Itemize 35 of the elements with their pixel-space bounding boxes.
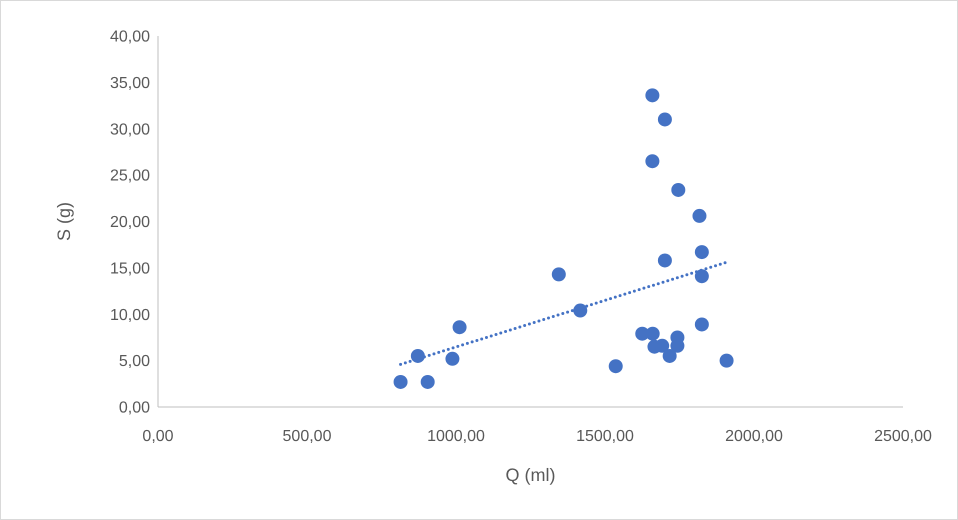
point [645, 154, 660, 168]
y-tick-label: 40,00 [110, 28, 150, 46]
y-tick-label: 30,00 [110, 121, 150, 138]
x-axis-title: Q (ml) [506, 465, 556, 485]
y-tick-label: 25,00 [110, 168, 150, 185]
x-tick-label: 2000,00 [725, 428, 784, 445]
x-tick-label: 0,00 [142, 428, 174, 445]
y-axis-title: S (g) [54, 202, 74, 242]
point [452, 320, 467, 334]
y-tick-label: 20,00 [110, 214, 150, 232]
point [658, 253, 672, 268]
x-tick-label: 1500,00 [576, 428, 634, 445]
y-tick-label: 15,00 [110, 260, 150, 278]
point [658, 112, 672, 126]
y-tick-label: 0,00 [118, 400, 150, 417]
point [692, 208, 706, 223]
x-tick-label: 500,00 [282, 428, 332, 445]
point [552, 267, 566, 282]
point [645, 88, 660, 102]
y-tick-label: 10,00 [110, 306, 150, 324]
point [394, 374, 408, 389]
y-tick-label: 5,00 [118, 353, 150, 370]
x-tick-label: 1000,00 [427, 428, 486, 445]
point [671, 182, 686, 197]
point [420, 374, 435, 389]
point [720, 354, 734, 368]
point [445, 352, 460, 366]
x-tick-label: 2500,00 [874, 428, 932, 445]
point [694, 245, 709, 260]
point [694, 269, 709, 284]
point [646, 326, 660, 341]
point [694, 317, 709, 332]
point [662, 348, 677, 363]
y-tick-label: 35,00 [110, 74, 150, 92]
point [608, 359, 623, 374]
